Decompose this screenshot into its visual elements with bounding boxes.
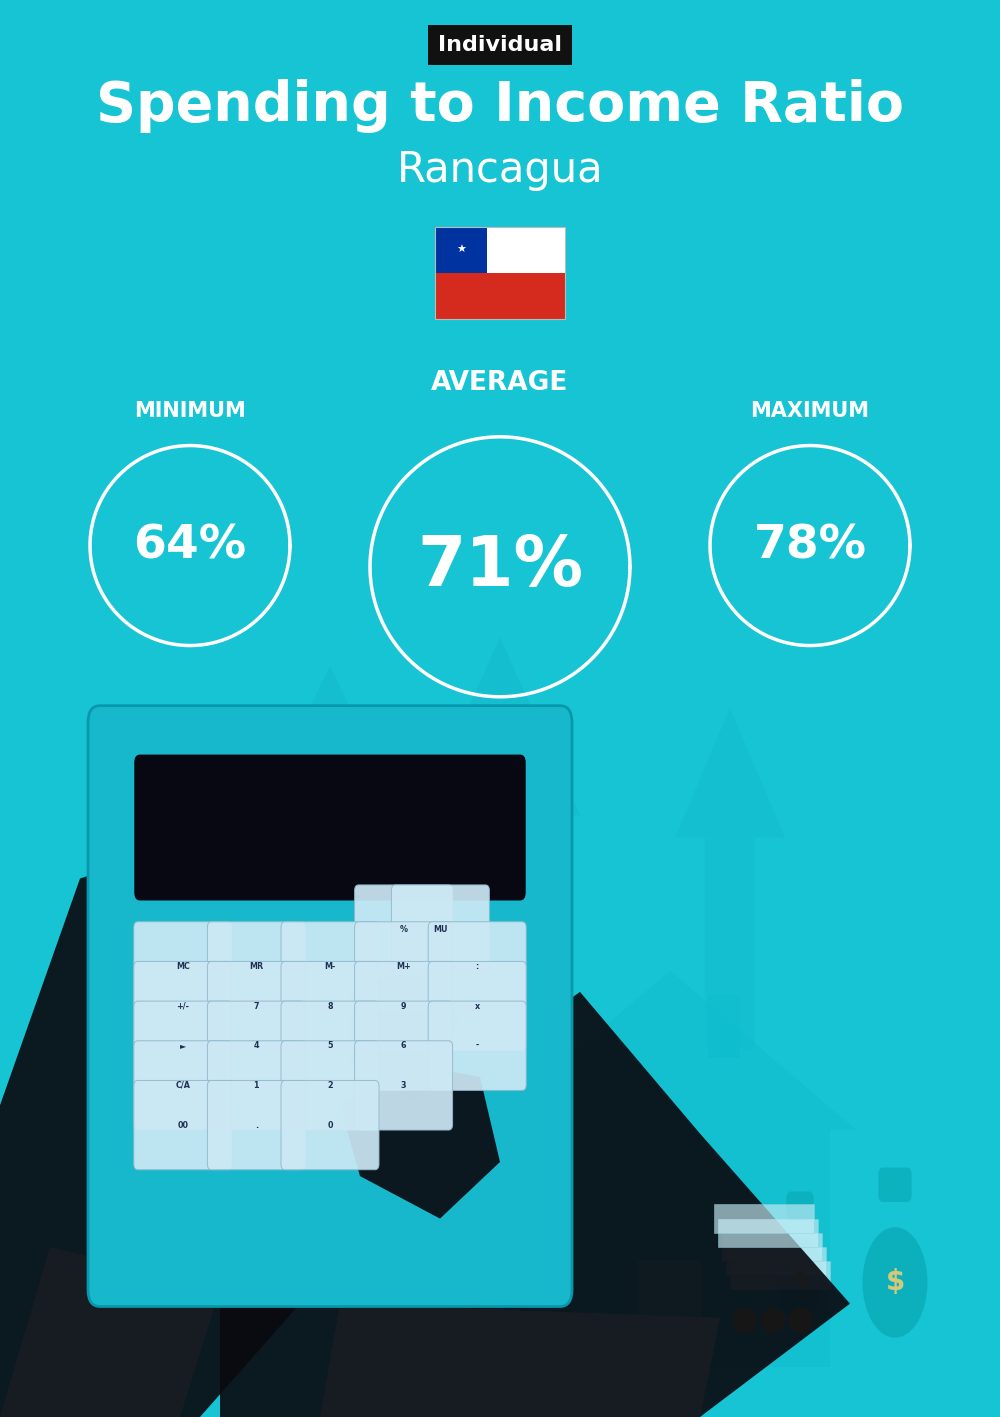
Text: 6: 6 [401,1041,406,1050]
Text: 71%: 71% [417,533,583,601]
FancyBboxPatch shape [428,961,526,1051]
FancyBboxPatch shape [510,1129,830,1367]
Text: 3: 3 [401,1081,406,1090]
Text: Rancagua: Rancagua [397,149,603,191]
FancyBboxPatch shape [428,1000,526,1091]
Polygon shape [265,666,395,801]
Text: M+: M+ [396,962,411,971]
FancyBboxPatch shape [435,227,487,273]
Text: x: x [475,1002,480,1010]
FancyBboxPatch shape [134,1040,232,1131]
FancyBboxPatch shape [355,922,453,1012]
Text: +/-: +/- [176,1002,189,1010]
FancyBboxPatch shape [355,1000,453,1091]
FancyBboxPatch shape [281,1080,379,1170]
FancyBboxPatch shape [355,1040,453,1131]
Text: MINIMUM: MINIMUM [134,401,246,421]
FancyBboxPatch shape [718,1219,818,1247]
Text: MC: MC [176,962,190,971]
FancyBboxPatch shape [464,815,536,1105]
Ellipse shape [788,1308,814,1333]
FancyBboxPatch shape [878,1168,912,1202]
FancyBboxPatch shape [786,1192,814,1220]
FancyBboxPatch shape [135,755,525,900]
Text: C/A: C/A [175,1081,190,1090]
Text: MU: MU [433,925,448,934]
FancyBboxPatch shape [730,1261,830,1289]
FancyBboxPatch shape [134,922,232,1012]
FancyBboxPatch shape [207,961,305,1051]
FancyBboxPatch shape [391,884,489,975]
Polygon shape [0,822,400,1417]
FancyBboxPatch shape [487,227,565,273]
Ellipse shape [862,1227,928,1338]
FancyBboxPatch shape [355,961,453,1051]
FancyBboxPatch shape [638,1260,702,1367]
FancyBboxPatch shape [134,1000,232,1091]
FancyBboxPatch shape [281,922,379,1012]
FancyBboxPatch shape [281,1000,379,1091]
FancyBboxPatch shape [705,837,755,1049]
Polygon shape [340,1063,500,1219]
FancyBboxPatch shape [726,1247,826,1275]
Text: 7: 7 [254,1002,259,1010]
FancyBboxPatch shape [714,1204,814,1233]
Text: Individual: Individual [438,35,562,55]
Text: Spending to Income Ratio: Spending to Income Ratio [96,79,904,133]
Text: AVERAGE: AVERAGE [431,370,569,395]
Text: $: $ [885,1268,905,1297]
FancyBboxPatch shape [428,922,526,1012]
FancyBboxPatch shape [207,1080,305,1170]
Polygon shape [220,992,850,1417]
Text: 2: 2 [327,1081,333,1090]
Text: 5: 5 [327,1041,333,1050]
Ellipse shape [776,1237,824,1319]
FancyBboxPatch shape [134,1080,232,1170]
Text: 1: 1 [254,1081,259,1090]
FancyBboxPatch shape [207,922,305,1012]
Text: M-: M- [324,962,336,971]
Polygon shape [420,638,580,815]
Text: 64%: 64% [133,523,247,568]
FancyBboxPatch shape [88,706,572,1306]
Ellipse shape [732,1308,758,1333]
Text: ★: ★ [456,245,466,255]
Polygon shape [320,1304,720,1417]
Text: 78%: 78% [754,523,866,568]
FancyBboxPatch shape [355,884,453,975]
FancyBboxPatch shape [301,801,359,1020]
FancyBboxPatch shape [281,961,379,1051]
Polygon shape [484,971,856,1129]
Text: 9: 9 [401,1002,406,1010]
Text: MAXIMUM: MAXIMUM [750,401,870,421]
FancyBboxPatch shape [134,961,232,1051]
FancyBboxPatch shape [207,1040,305,1131]
Text: 8: 8 [327,1002,333,1010]
Polygon shape [350,964,460,1105]
Text: 00: 00 [177,1121,188,1129]
Text: -: - [476,1041,479,1050]
FancyBboxPatch shape [708,995,740,1058]
Text: .: . [255,1121,258,1129]
FancyBboxPatch shape [207,1000,305,1091]
FancyBboxPatch shape [281,1040,379,1131]
Text: $: $ [793,1268,807,1288]
Text: MR: MR [249,962,263,971]
FancyBboxPatch shape [435,273,565,319]
Text: 0: 0 [327,1121,333,1129]
Text: %: % [400,925,408,934]
Ellipse shape [761,1308,786,1333]
Polygon shape [0,1247,220,1417]
Polygon shape [675,708,785,837]
Text: ►: ► [180,1041,186,1050]
FancyBboxPatch shape [722,1233,822,1261]
Text: 4: 4 [254,1041,259,1050]
Text: :: : [476,962,479,971]
